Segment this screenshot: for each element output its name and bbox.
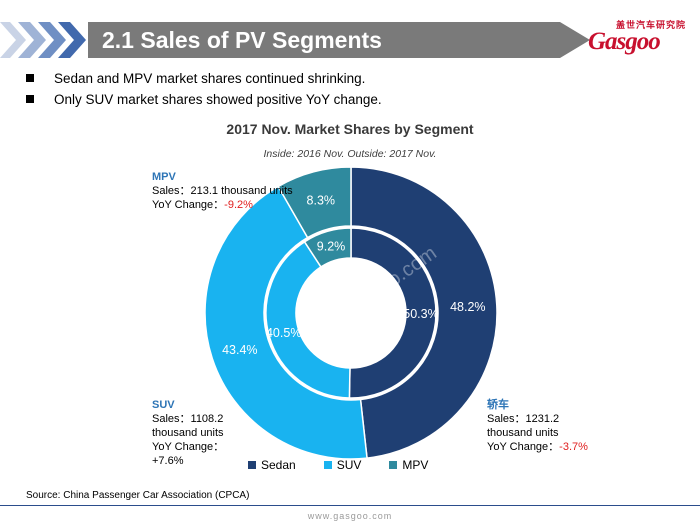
chevron-decoration-icon	[0, 22, 86, 58]
bullet-item: Only SUV market shares showed positive Y…	[26, 89, 382, 110]
gasgoo-logo: 盖世汽车研究院 Gasgoo	[580, 16, 692, 60]
bullet-item: Sedan and MPV market shares continued sh…	[26, 68, 382, 89]
mpv-callout-name: MPV	[152, 171, 176, 183]
donut-slice-outer-mpv	[277, 166, 352, 239]
sedan-callout-name: 轿车	[487, 399, 509, 411]
donut-slice-inner-mpv	[303, 227, 352, 268]
chart-legend: Sedan SUV MPV	[248, 458, 428, 472]
donut-label-inner-suv: 40.5%	[266, 326, 301, 340]
sedan-callout-yoy-value: -3.7%	[559, 441, 588, 453]
donut-label-outer-sedan: 48.2%	[450, 300, 485, 314]
legend-swatch-suv	[323, 461, 332, 469]
donut-label-outer-suv: 43.4%	[222, 343, 257, 357]
source-note: Source: China Passenger Car Association …	[26, 490, 250, 501]
donut-slice-outer-suv	[204, 185, 368, 460]
mpv-callout: MPV Sales：213.1 thousand units YoY Chang…	[152, 170, 293, 212]
donut-label-inner-sedan: 50.3%	[403, 307, 438, 321]
legend-swatch-mpv	[389, 461, 398, 469]
suv-callout-yoy-label: YoY Change：	[152, 441, 225, 453]
legend-swatch-sedan	[248, 461, 256, 469]
legend-item-mpv: MPV	[389, 458, 428, 472]
sedan-callout-sales-unit: thousand units	[487, 427, 559, 439]
sedan-callout: 轿车 Sales：1231.2 thousand units YoY Chang…	[487, 398, 588, 454]
donut-slice-outer-sedan	[350, 166, 498, 459]
footer-divider	[0, 505, 700, 506]
mpv-callout-yoy-label: YoY Change：	[152, 199, 225, 211]
suv-callout: SUV Sales：1108.2 thousand units YoY Chan…	[152, 398, 224, 468]
suv-callout-sales: Sales：1108.2	[152, 413, 224, 425]
bullet-list: Sedan and MPV market shares continued sh…	[26, 68, 382, 110]
donut-slice-inner-sedan	[348, 227, 437, 399]
mpv-callout-sales: Sales：213.1 thousand units	[152, 185, 293, 197]
slide-header: 2.1 Sales of PV Segments 盖世汽车研究院 Gasgoo	[0, 0, 700, 62]
title-bar: 2.1 Sales of PV Segments	[88, 22, 590, 58]
donut-slice-inner-suv	[265, 240, 351, 399]
suv-callout-yoy-value: +7.6%	[152, 455, 184, 467]
suv-callout-name: SUV	[152, 399, 175, 411]
legend-item-suv: SUV	[323, 458, 362, 472]
sedan-callout-yoy-label: YoY Change：	[487, 441, 560, 453]
chart-title: 2017 Nov. Market Shares by Segment	[226, 121, 474, 137]
legend-label-mpv: MPV	[402, 458, 429, 472]
donut-label-inner-mpv: 9.2%	[317, 239, 346, 253]
chart-subtitle: Inside: 2016 Nov. Outside: 2017 Nov.	[263, 148, 437, 160]
logo-wordmark: Gasgoo	[588, 28, 661, 55]
legend-item-sedan: Sedan	[248, 458, 296, 472]
logo-chinese-text: 盖世汽车研究院	[615, 20, 686, 30]
footer-url: www.gasgoo.com	[307, 511, 393, 521]
page-title: 2.1 Sales of PV Segments	[102, 27, 382, 53]
donut-label-outer-mpv: 8.3%	[307, 193, 336, 207]
mpv-callout-yoy-value: -9.2%	[224, 199, 253, 211]
legend-label-suv: SUV	[336, 458, 362, 472]
sedan-callout-sales: Sales：1231.2	[487, 413, 560, 425]
suv-callout-sales-unit: thousand units	[152, 427, 224, 439]
legend-label-sedan: Sedan	[261, 458, 296, 472]
